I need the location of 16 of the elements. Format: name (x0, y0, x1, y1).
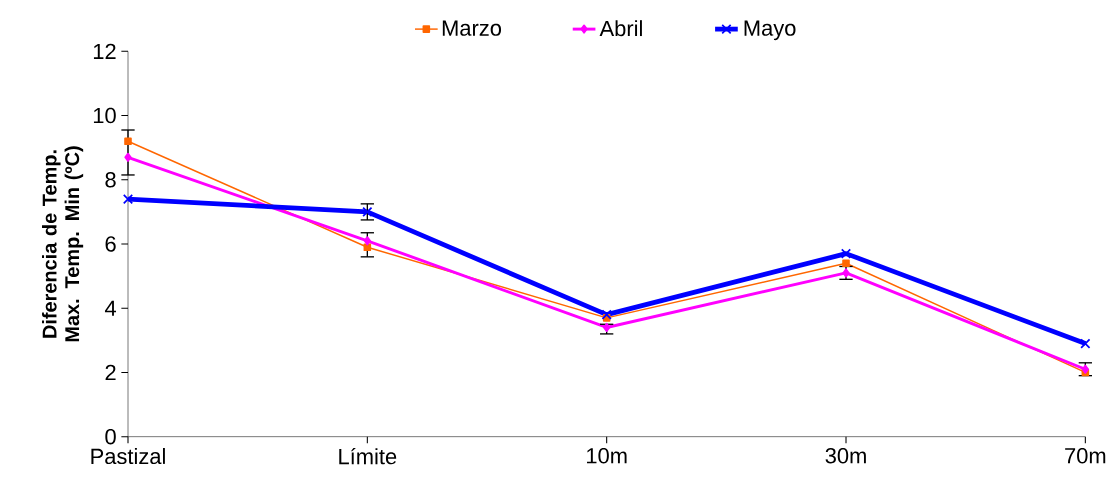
legend-label: Mayo (744, 20, 796, 41)
x-tick-label: 30m (825, 448, 866, 464)
y-tick-label: 4 (104, 300, 117, 316)
y-tick-label: 12 (93, 43, 116, 59)
x-tick-label: Pastizal (91, 448, 165, 465)
legend-label: Abril (599, 20, 642, 37)
y-tick-label: 8 (105, 172, 116, 188)
x-tick-label: 10m (587, 448, 627, 464)
x-tick-label: Límite (339, 448, 397, 465)
legend-label: Marzo (442, 20, 502, 36)
y-tick-label: 0 (105, 428, 116, 445)
y-tick-label: 2 (105, 364, 116, 381)
y-tick-label: 6 (105, 236, 116, 252)
y-tick-label: 10 (93, 107, 116, 124)
x-tick-label: 70m (1065, 448, 1106, 464)
y-axis-title: Diferencia de Temp. Max. Temp. Min (ºC) (42, 146, 84, 342)
